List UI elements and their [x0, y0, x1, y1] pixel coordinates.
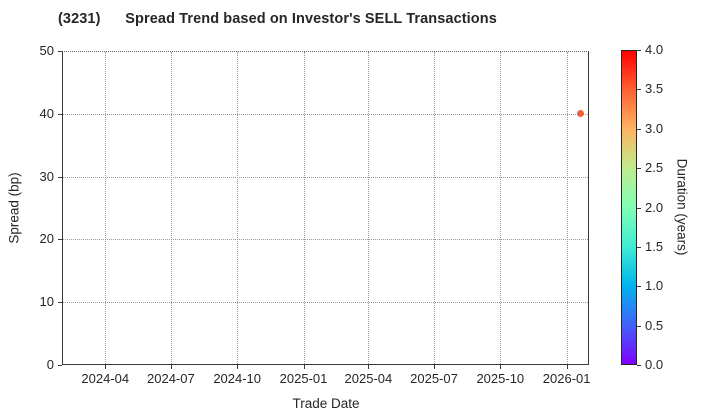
colorbar-tick-mark [637, 286, 641, 288]
chart-title: (3231) Spread Trend based on Investor's … [58, 11, 497, 27]
x-gridline [105, 52, 107, 364]
colorbar-tick-mark [637, 89, 641, 91]
colorbar-tick-label: 3.0 [645, 120, 664, 136]
y-tick-mark [58, 51, 62, 52]
x-tick-mark [303, 365, 305, 369]
x-tick-label: 2025-04 [344, 371, 393, 386]
x-gridline [434, 52, 435, 364]
x-tick-mark [170, 365, 172, 369]
plot-area [62, 51, 589, 365]
colorbar-tick-label: 0.0 [645, 357, 664, 372]
x-tick-label: 2025-10 [476, 371, 525, 386]
x-tick-mark [434, 365, 435, 369]
y-tick-mark [58, 239, 62, 241]
x-axis-label: Trade Date [292, 396, 360, 411]
x-gridline [368, 52, 370, 364]
y-tick-label: 0 [46, 357, 54, 372]
y-tick-mark [58, 113, 62, 115]
colorbar [621, 50, 637, 365]
colorbar-tick-label: 4.0 [645, 42, 664, 57]
colorbar-tick-label: 1.0 [645, 278, 664, 294]
x-tick-label: 2025-01 [279, 371, 328, 386]
x-tick-mark [105, 365, 107, 369]
x-tick-label: 2026-01 [542, 371, 591, 386]
x-tick-label: 2024-04 [81, 371, 130, 386]
colorbar-tick-label: 1.5 [645, 238, 664, 254]
y-tick-label: 30 [39, 168, 54, 184]
x-gridline [500, 52, 502, 364]
y-tick-label: 20 [39, 231, 54, 247]
y-tick-mark [58, 365, 62, 366]
colorbar-tick-mark [637, 325, 641, 327]
x-gridline [303, 52, 305, 364]
colorbar-tick-mark [637, 365, 641, 366]
colorbar-tick-mark [637, 128, 641, 130]
colorbar-tick-label: 3.5 [645, 81, 664, 97]
y-tick-label: 50 [39, 43, 54, 58]
x-tick-mark [566, 365, 568, 369]
x-gridline [237, 52, 239, 364]
x-tick-label: 2024-10 [213, 371, 262, 386]
data-point [576, 110, 584, 118]
y-tick-mark [58, 302, 62, 304]
colorbar-tick-mark [637, 207, 641, 209]
x-gridline [170, 52, 172, 364]
y-tick-mark [58, 176, 62, 178]
colorbar-label: Duration (years) [674, 158, 690, 256]
colorbar-tick-label: 0.5 [645, 317, 664, 333]
y-gridline [63, 176, 588, 178]
x-tick-label: 2025-07 [410, 371, 458, 386]
colorbar-tick-mark [637, 168, 641, 170]
colorbar-tick-label: 2.5 [645, 160, 664, 176]
colorbar-tick-label: 2.0 [645, 199, 664, 215]
x-tick-label: 2024-07 [147, 371, 195, 386]
x-tick-mark [500, 365, 502, 369]
y-gridline [63, 113, 588, 115]
x-tick-mark [237, 365, 239, 369]
x-gridline [566, 52, 568, 364]
y-tick-label: 40 [39, 105, 54, 121]
y-gridline [63, 239, 588, 241]
y-tick-label: 10 [39, 294, 54, 310]
colorbar-tick-mark [637, 246, 641, 248]
x-tick-mark [368, 365, 370, 369]
y-gridline [63, 302, 588, 304]
colorbar-tick-mark [637, 50, 641, 51]
